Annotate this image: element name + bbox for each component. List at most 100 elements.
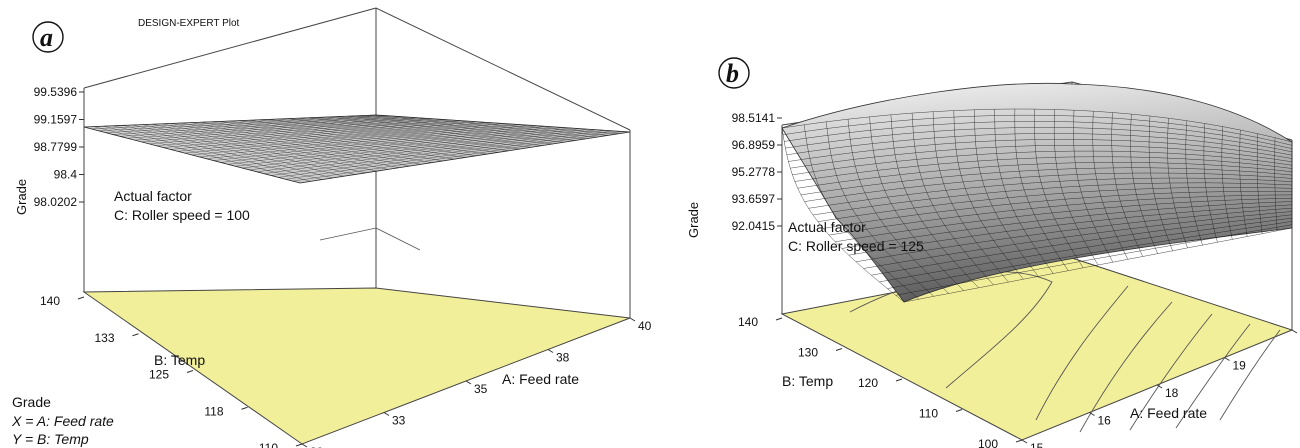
mesh-b-gridline xyxy=(828,194,1293,236)
mesh-a-gridline xyxy=(346,115,598,138)
x-tick-a-label: 30 xyxy=(310,445,324,448)
mesh-b-gridline xyxy=(863,211,1293,269)
mesh-b-gridline xyxy=(1256,133,1263,234)
x-tick-a-label: 38 xyxy=(556,351,570,365)
z-tick-a-label: 99.1597 xyxy=(34,113,78,127)
y-tick-b-label: 110 xyxy=(919,407,938,421)
y-tick-b-label: 100 xyxy=(978,437,998,448)
x-tick-a-tick xyxy=(465,380,472,385)
mesh-b-gridline xyxy=(812,182,1293,216)
mesh-b-gridline xyxy=(1274,137,1278,231)
z-tick-b-label: 96.8959 xyxy=(732,138,776,152)
z-tick-b-label: 98.5141 xyxy=(732,111,776,125)
x-tick-a-label: 33 xyxy=(392,414,406,428)
z-tick-b-label: 93.6597 xyxy=(732,192,776,206)
mesh-b-gridline xyxy=(887,221,1293,289)
z-tick-b-label: 95.2778 xyxy=(732,165,776,179)
z-tick-a-label: 98.0202 xyxy=(34,195,78,209)
mesh-b-gridline xyxy=(879,217,1293,283)
mesh-b-gridline xyxy=(1221,126,1233,240)
surface-mesh-a xyxy=(83,114,631,184)
z-axis-ticks-a: 98.0202 98.4 98.7799 99.1597 99.5396 xyxy=(34,85,84,209)
y-tick-a-label: 110 xyxy=(259,441,278,448)
y-axis-ticks-a: 140 133 125 118 110 xyxy=(40,294,303,448)
x-axis-ticks-a: 30 33 35 38 40 xyxy=(301,317,652,448)
mesh-b-gridline xyxy=(1073,110,1114,263)
mesh-b-gridline xyxy=(1111,112,1144,257)
x-tick-a-label: 35 xyxy=(474,382,488,396)
panel-letter-b: b xyxy=(726,59,739,88)
actual-factor-value-a: C: Roller speed = 100 xyxy=(114,207,250,223)
x-tick-b-tick xyxy=(1021,439,1028,444)
z-tick-a-label: 98.7799 xyxy=(34,140,78,154)
actual-factor-title-a: Actual factor xyxy=(114,188,192,204)
x-tick-a-tick xyxy=(301,443,308,448)
y-tick-b-label: 130 xyxy=(798,346,818,360)
mesh-b-gridline xyxy=(1130,114,1158,254)
chart-panel-b: 92.0415 93.6597 95.2778 96.8959 98.5141 140 1… xyxy=(686,57,1298,448)
y-tick-a-tick xyxy=(295,443,303,447)
surface-mesh-b xyxy=(781,108,1293,303)
mesh-b-gridline xyxy=(895,224,1293,296)
y-axis-label-a: B: Temp xyxy=(154,352,205,368)
y-tick-a-label: 140 xyxy=(40,294,60,308)
x-tick-a-label: 40 xyxy=(638,319,652,333)
y-tick-a-label: 125 xyxy=(149,368,169,382)
mesh-a-gridline xyxy=(375,114,631,133)
mesh-a-gridline xyxy=(356,115,609,136)
mesh-b-gridline xyxy=(817,187,1293,222)
y-tick-b-tick xyxy=(955,409,963,412)
mesh-b-gridline xyxy=(848,204,1293,256)
contour-floor-b xyxy=(780,257,1294,441)
y-axis-ticks-b: 140 130 120 110 100 xyxy=(738,315,1023,448)
software-label-a: DESIGN-EXPERT Plot xyxy=(138,18,240,29)
z-tick-a-label: 99.5396 xyxy=(34,85,78,99)
mesh-b-gridline xyxy=(1185,120,1203,246)
y-tick-a-tick xyxy=(186,370,194,373)
panel-letter-ring-a xyxy=(32,21,64,53)
x-tick-b-label: 16 xyxy=(1098,414,1112,428)
z-axis-label-b: Grade xyxy=(686,202,701,238)
mesh-a-gridline xyxy=(278,130,605,178)
x-axis-label-a: A: Feed rate xyxy=(502,371,579,387)
x-tick-b-tick xyxy=(1291,329,1298,334)
x-tick-b-label: 15 xyxy=(1030,441,1044,448)
x-tick-a-tick xyxy=(383,412,390,416)
x-tick-a-tick xyxy=(629,317,636,322)
axes-frame-a xyxy=(83,7,631,318)
y-tick-b-tick xyxy=(835,348,843,351)
x-axis-ticks-b: 1516181920 xyxy=(1021,329,1298,448)
mesh-b-gridline xyxy=(841,201,1293,249)
x-tick-b-label: 18 xyxy=(1165,386,1179,400)
z-tick-b-label: 92.0415 xyxy=(732,219,776,233)
y-tick-a-label: 133 xyxy=(94,331,114,345)
z-axis-label-a: Grade xyxy=(14,179,29,215)
y-tick-a-tick xyxy=(77,296,85,300)
mesh-a-gridline xyxy=(337,116,587,140)
y-axis-label-b: B: Temp xyxy=(782,373,833,389)
mesh-b-gridline xyxy=(1203,123,1218,243)
x-tick-b-tick xyxy=(1156,384,1163,389)
panel-letter-a: a xyxy=(40,23,53,52)
mesh-b-gridline xyxy=(1167,118,1188,248)
y-tick-a-tick xyxy=(241,406,248,410)
mesh-a-gridline xyxy=(366,115,620,134)
mesh-b-gridline xyxy=(1239,129,1248,237)
actual-factor-title-b: Actual factor xyxy=(788,219,866,235)
legend-x-a: X = A: Feed rate xyxy=(11,413,114,429)
mesh-a-gridline xyxy=(299,131,631,184)
mesh-a-gridline xyxy=(292,131,622,182)
x-tick-b-tick xyxy=(1224,357,1230,361)
mesh-a-gridline xyxy=(271,129,597,176)
mesh-b-gridline xyxy=(855,207,1293,263)
y-tick-a-tick xyxy=(132,333,139,337)
z-axis-ticks-b: 92.0415 93.6597 95.2778 96.8959 98.5141 xyxy=(732,111,782,233)
actual-factor-value-b: C: Roller speed = 125 xyxy=(788,238,924,254)
y-tick-b-label: 140 xyxy=(738,315,758,329)
contour-line-a xyxy=(319,227,421,251)
x-tick-a-tick xyxy=(547,349,554,353)
mesh-b-gridline xyxy=(835,197,1293,243)
mesh-b-gridline xyxy=(1148,115,1173,251)
